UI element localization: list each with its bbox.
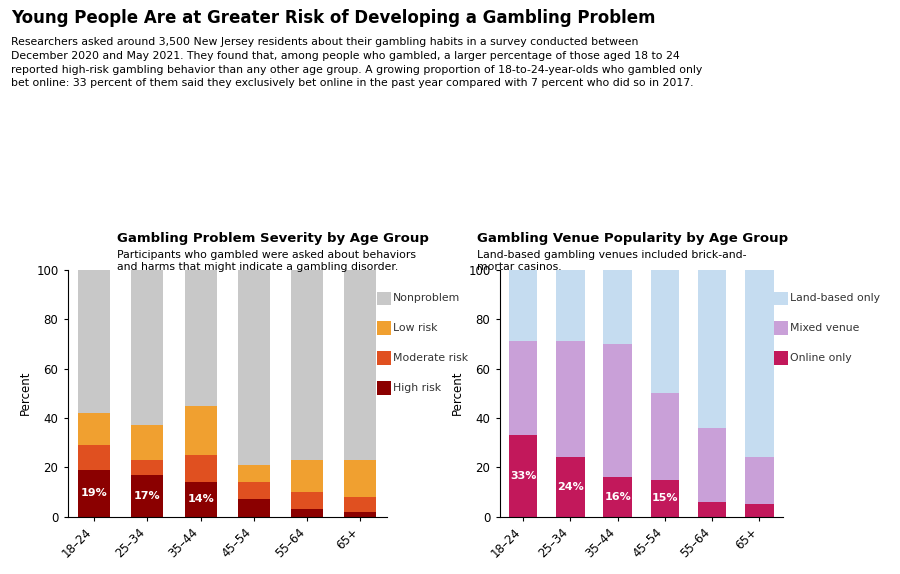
Text: Land-based gambling venues included brick-and-
mortar casinos.: Land-based gambling venues included bric… [477,250,746,273]
Bar [291,460,323,492]
Text: 17%: 17% [134,491,161,501]
Text: 19%: 19% [81,488,107,498]
Text: 24%: 24% [557,482,584,492]
Text: 14%: 14% [187,494,214,505]
Text: Researchers asked around 3,500 New Jersey residents about their gambling habits : Researchers asked around 3,500 New Jerse… [11,37,702,88]
Text: Low risk: Low risk [393,323,437,333]
Text: 33%: 33% [510,471,536,481]
Bar [238,270,270,465]
Bar [604,270,632,344]
Bar [78,470,110,517]
Bar [556,342,585,457]
Text: Young People Are at Greater Risk of Developing a Gambling Problem: Young People Are at Greater Risk of Deve… [11,9,655,26]
Text: Moderate risk: Moderate risk [393,353,468,363]
Bar [698,270,726,428]
Bar [345,460,376,497]
Bar [745,457,774,504]
Bar [345,511,376,517]
Text: Nonproblem: Nonproblem [393,293,461,304]
Bar [184,482,217,517]
Bar [345,497,376,511]
Bar [291,492,323,509]
Bar [78,445,110,470]
Bar [556,457,585,517]
Bar [651,270,680,393]
Bar [509,435,537,517]
Y-axis label: Percent: Percent [451,371,464,416]
Bar [698,428,726,502]
Bar [131,460,164,475]
Text: Gambling Problem Severity by Age Group: Gambling Problem Severity by Age Group [117,232,429,246]
Bar [509,342,537,435]
Bar [184,455,217,482]
Bar [238,465,270,482]
Bar [556,270,585,342]
Text: Gambling Venue Popularity by Age Group: Gambling Venue Popularity by Age Group [477,232,788,246]
Bar [651,393,680,480]
Y-axis label: Percent: Percent [19,371,32,416]
Text: High risk: High risk [393,383,441,393]
Bar [184,270,217,405]
Bar [131,425,164,460]
Text: 16%: 16% [604,492,631,502]
Bar [78,413,110,445]
Text: Participants who gambled were asked about behaviors
and harms that might indicat: Participants who gambled were asked abou… [117,250,416,273]
Bar [131,475,164,517]
Bar [184,405,217,455]
Bar [509,270,537,342]
Bar [238,499,270,517]
Text: Mixed venue: Mixed venue [790,323,860,333]
Bar [345,270,376,460]
Bar [604,477,632,517]
Bar [698,502,726,517]
Bar [745,504,774,517]
Bar [238,482,270,499]
Bar [745,270,774,457]
Bar [291,270,323,460]
Bar [78,270,110,413]
Bar [291,509,323,517]
Bar [131,270,164,425]
Text: 15%: 15% [652,493,678,503]
Text: Online only: Online only [790,353,851,363]
Text: Land-based only: Land-based only [790,293,880,304]
Bar [651,480,680,517]
Bar [604,344,632,477]
